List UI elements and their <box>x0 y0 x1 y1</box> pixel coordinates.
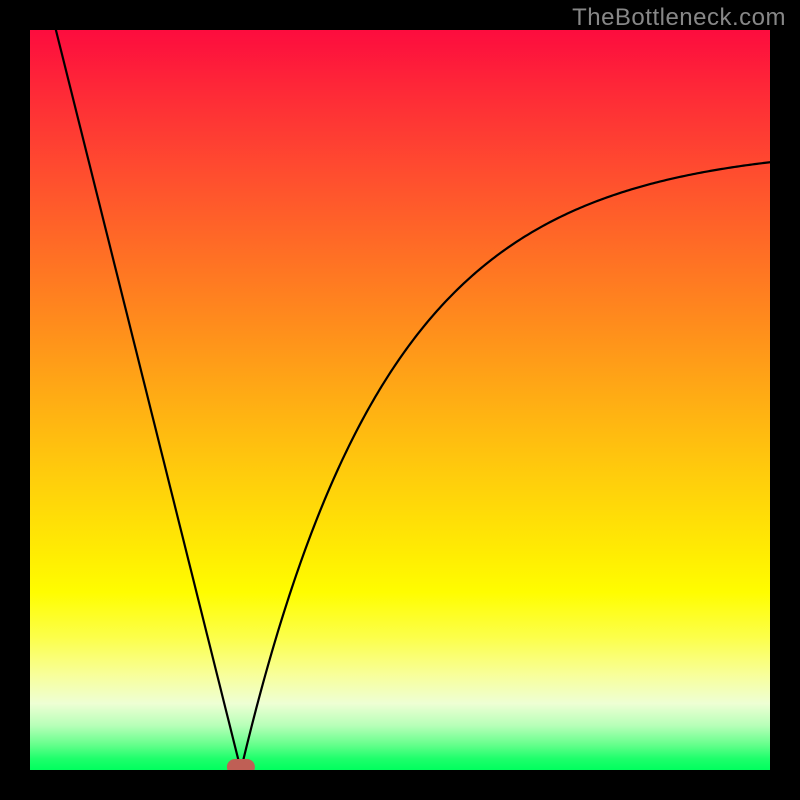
chart-frame: TheBottleneck.com <box>0 0 800 800</box>
watermark-text: TheBottleneck.com <box>572 4 786 32</box>
gradient-background <box>30 30 770 770</box>
optimum-marker <box>227 759 255 770</box>
plot-area <box>30 30 770 770</box>
bottleneck-chart <box>30 30 770 770</box>
